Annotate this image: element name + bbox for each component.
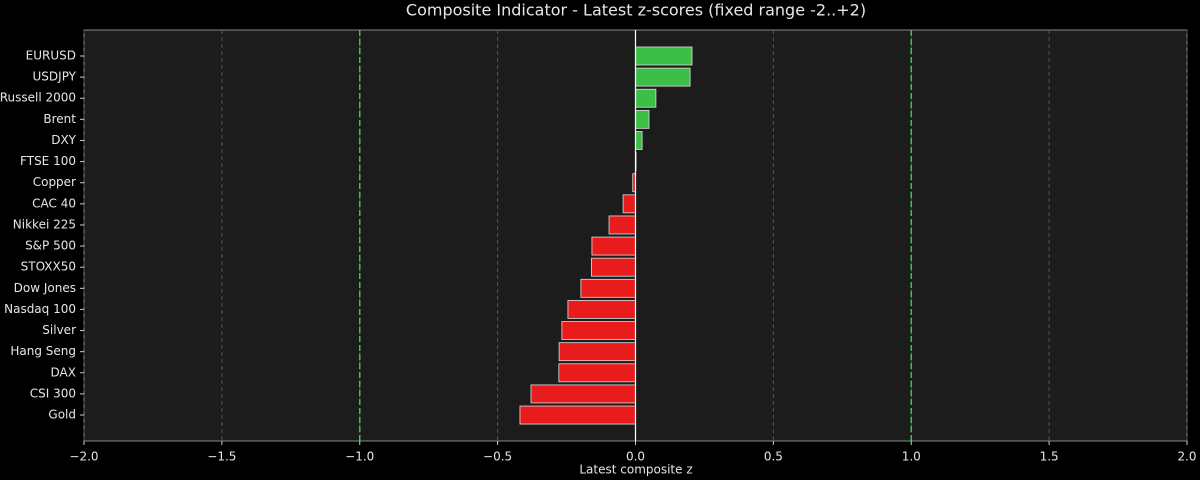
x-tick-label: −2.0 bbox=[69, 450, 98, 464]
bar bbox=[635, 131, 643, 150]
bar bbox=[558, 363, 636, 383]
chart-title: Composite Indicator - Latest z-scores (f… bbox=[406, 1, 866, 20]
y-tick-label: Silver bbox=[42, 323, 76, 337]
y-tick-label: USDJPY bbox=[33, 70, 77, 84]
bar bbox=[580, 278, 636, 298]
y-tick-label: Nikkei 225 bbox=[13, 217, 76, 231]
y-tick-label: CSI 300 bbox=[30, 386, 76, 400]
bar bbox=[590, 257, 636, 277]
x-tick-label: −1.5 bbox=[207, 450, 236, 464]
y-tick-label: Russell 2000 bbox=[0, 91, 76, 105]
y-tick-label: DXY bbox=[51, 133, 76, 147]
y-tick-label: STOXX50 bbox=[21, 260, 76, 274]
y-tick-label: Brent bbox=[43, 112, 76, 126]
y-tick-label: Nasdaq 100 bbox=[4, 302, 76, 316]
y-tick-label: DAX bbox=[51, 365, 76, 379]
bar bbox=[635, 46, 693, 66]
bar bbox=[608, 215, 636, 235]
bar bbox=[558, 342, 636, 362]
x-tick-label: −0.5 bbox=[483, 450, 512, 464]
y-tick-label: CAC 40 bbox=[32, 196, 76, 210]
y-tick-label: Hang Seng bbox=[10, 344, 76, 358]
y-tick-label: S&P 500 bbox=[25, 239, 76, 253]
bar bbox=[591, 236, 636, 256]
bar bbox=[567, 300, 636, 319]
y-tick-label: Gold bbox=[48, 408, 76, 422]
bar bbox=[622, 194, 636, 214]
bar bbox=[561, 321, 636, 340]
y-tick-label: EURUSD bbox=[26, 49, 76, 63]
bar bbox=[635, 109, 650, 129]
y-tick-label: Copper bbox=[33, 175, 76, 189]
bar bbox=[635, 88, 657, 108]
bar bbox=[635, 67, 691, 87]
x-tick-label: 1.0 bbox=[902, 450, 921, 464]
y-tick-label: Dow Jones bbox=[14, 281, 76, 295]
x-axis-label: Latest composite z bbox=[579, 463, 692, 477]
bar bbox=[519, 405, 636, 425]
x-tick-label: −1.0 bbox=[345, 450, 374, 464]
bar bbox=[530, 384, 636, 404]
x-tick-label: 0.0 bbox=[626, 450, 645, 464]
x-tick-label: 0.5 bbox=[764, 450, 783, 464]
y-tick-label: FTSE 100 bbox=[20, 154, 76, 168]
x-tick-label: 1.5 bbox=[1040, 450, 1059, 464]
x-tick-label: 2.0 bbox=[1177, 450, 1196, 464]
